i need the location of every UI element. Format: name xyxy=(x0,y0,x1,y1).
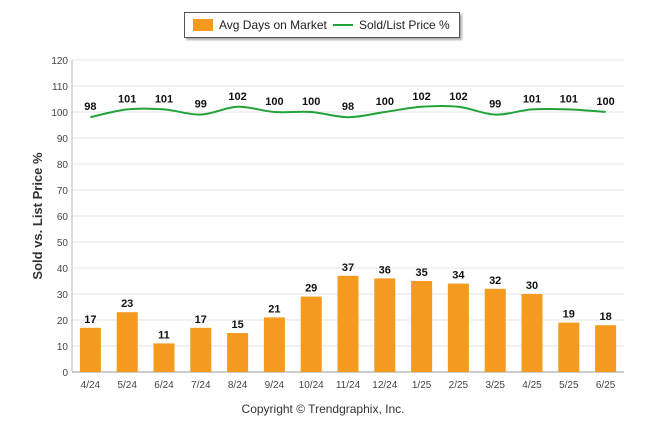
y-tick-label: 120 xyxy=(51,56,68,67)
bar-data-label: 36 xyxy=(379,264,391,276)
x-tick-label: 5/24 xyxy=(117,380,137,391)
x-tick-label: 4/24 xyxy=(81,380,101,391)
y-tick-label: 20 xyxy=(57,316,69,327)
y-tick-label: 30 xyxy=(57,290,69,301)
copyright-text: Copyright © Trendgraphix, Inc. xyxy=(241,402,405,416)
line-series-sold-list xyxy=(90,104,606,119)
bar xyxy=(300,296,322,372)
x-tick-label: 8/24 xyxy=(228,380,248,391)
bar-data-label: 37 xyxy=(342,262,354,274)
line-data-label: 101 xyxy=(155,93,173,105)
line-data-label: 100 xyxy=(302,96,320,108)
bar xyxy=(263,317,285,372)
line-data-label: 99 xyxy=(489,99,501,111)
bar xyxy=(595,325,617,372)
line-data-label: 100 xyxy=(376,96,394,108)
bar xyxy=(116,312,138,372)
line-data-label: 98 xyxy=(84,101,96,113)
line-data-label: 98 xyxy=(342,101,354,113)
x-tick-label: 5/25 xyxy=(559,380,579,391)
x-tick-label: 11/24 xyxy=(336,380,361,391)
x-tick-label: 7/24 xyxy=(191,380,211,391)
bar-data-label: 17 xyxy=(84,314,96,326)
y-tick-label: 100 xyxy=(51,108,68,119)
bar xyxy=(484,288,506,372)
line-data-label: 101 xyxy=(523,93,541,105)
legend: Avg Days on Market Sold/List Price % xyxy=(184,12,460,38)
x-tick-label: 6/25 xyxy=(596,380,616,391)
y-tick-label: 110 xyxy=(52,82,68,93)
line-data-label: 100 xyxy=(596,96,614,108)
y-tick-label: 40 xyxy=(57,264,69,275)
y-tick-label: 0 xyxy=(62,368,68,379)
bar-data-label: 15 xyxy=(231,319,243,331)
line-data-label: 100 xyxy=(265,96,283,108)
bar-data-label: 19 xyxy=(563,309,575,321)
bar-data-label: 17 xyxy=(195,314,207,326)
bar-data-label: 29 xyxy=(305,283,317,295)
bar xyxy=(374,278,396,372)
x-tick-label: 3/25 xyxy=(485,380,505,391)
bar xyxy=(190,327,212,372)
y-tick-label: 80 xyxy=(57,160,69,171)
line-data-label: 102 xyxy=(228,91,246,103)
bar-data-label: 34 xyxy=(452,270,465,282)
bar xyxy=(337,275,359,372)
y-tick-label: 10 xyxy=(57,342,69,353)
y-tick-label: 90 xyxy=(57,134,69,145)
legend-item-line: Sold/List Price % xyxy=(333,13,450,37)
bar xyxy=(227,333,249,372)
legend-swatch-line xyxy=(333,24,353,26)
legend-label-line: Sold/List Price % xyxy=(359,18,450,32)
legend-label-bars: Avg Days on Market xyxy=(219,18,327,32)
legend-item-bars: Avg Days on Market xyxy=(193,13,327,37)
bar-data-label: 30 xyxy=(526,280,538,292)
bar xyxy=(411,281,433,372)
x-tick-label: 10/24 xyxy=(299,380,324,391)
bar-data-label: 35 xyxy=(415,267,427,279)
bar xyxy=(521,294,543,372)
line-data-label: 102 xyxy=(412,91,430,103)
line-data-label: 101 xyxy=(560,93,578,105)
bar xyxy=(79,327,101,372)
bar-data-label: 32 xyxy=(489,275,501,287)
bar xyxy=(153,343,175,372)
x-tick-label: 6/24 xyxy=(154,380,174,391)
line-data-label: 102 xyxy=(449,91,467,103)
x-tick-label: 12/24 xyxy=(372,380,397,391)
y-axis-title: Sold vs. List Price % xyxy=(30,152,45,280)
bar-data-label: 21 xyxy=(268,303,280,315)
bar-data-label: 18 xyxy=(599,311,611,323)
legend-swatch-bars xyxy=(193,19,213,31)
y-tick-label: 50 xyxy=(57,238,69,249)
x-tick-label: 1/25 xyxy=(412,380,432,391)
y-tick-label: 70 xyxy=(57,186,69,197)
bar-data-label: 11 xyxy=(158,329,170,341)
bar-data-label: 23 xyxy=(121,298,133,310)
bar xyxy=(447,283,469,372)
bar xyxy=(558,322,580,372)
line-data-label: 99 xyxy=(195,99,207,111)
x-tick-label: 2/25 xyxy=(449,380,469,391)
line-data-label: 101 xyxy=(118,93,136,105)
y-tick-label: 60 xyxy=(57,212,69,223)
x-tick-label: 9/24 xyxy=(265,380,285,391)
x-tick-label: 4/25 xyxy=(522,380,542,391)
